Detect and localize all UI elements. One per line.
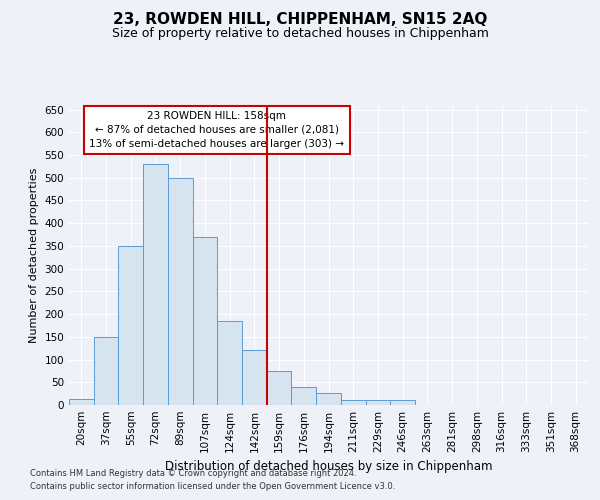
Bar [94,337,118,405]
Text: 23 ROWDEN HILL: 158sqm
← 87% of detached houses are smaller (2,081)
13% of semi-: 23 ROWDEN HILL: 158sqm ← 87% of detached… [89,111,344,149]
Y-axis label: Number of detached properties: Number of detached properties [29,168,39,342]
Bar [365,400,390,405]
Text: Contains public sector information licensed under the Open Government Licence v3: Contains public sector information licen… [30,482,395,491]
Bar [242,350,267,405]
Bar [69,399,94,405]
Bar [143,164,168,405]
Bar [267,371,292,405]
Bar [118,246,143,405]
Text: Contains HM Land Registry data © Crown copyright and database right 2024.: Contains HM Land Registry data © Crown c… [30,468,356,477]
Bar [168,178,193,405]
Bar [193,237,217,405]
Bar [341,400,365,405]
Text: 23, ROWDEN HILL, CHIPPENHAM, SN15 2AQ: 23, ROWDEN HILL, CHIPPENHAM, SN15 2AQ [113,12,487,28]
Bar [292,387,316,405]
Bar [217,321,242,405]
Text: Size of property relative to detached houses in Chippenham: Size of property relative to detached ho… [112,28,488,40]
Bar [316,392,341,405]
Bar [390,400,415,405]
X-axis label: Distribution of detached houses by size in Chippenham: Distribution of detached houses by size … [165,460,492,473]
